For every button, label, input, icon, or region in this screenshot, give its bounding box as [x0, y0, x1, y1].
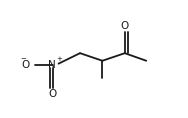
Text: N: N [48, 60, 56, 70]
Text: O: O [22, 60, 30, 70]
Text: O: O [121, 21, 129, 31]
Text: +: + [56, 56, 62, 62]
Text: −: − [21, 56, 27, 62]
Text: O: O [49, 89, 57, 99]
